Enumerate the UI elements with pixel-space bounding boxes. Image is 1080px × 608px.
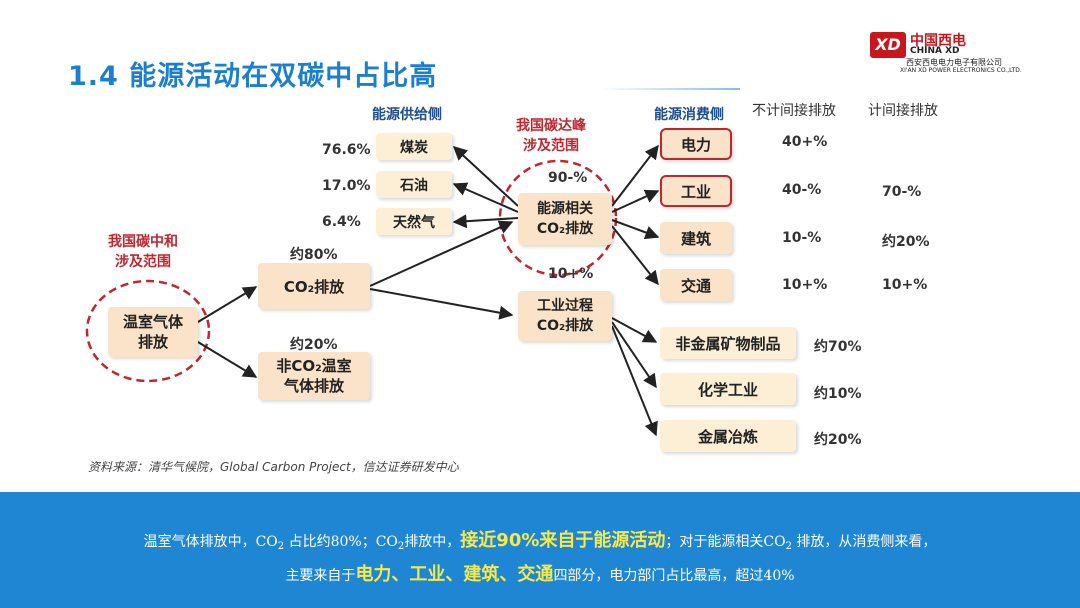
supply-pct-oil: 17.0% — [322, 178, 371, 194]
footer-l2-b: 四部分，电力部门占比最高，超过40% — [553, 568, 795, 584]
footer-line-1: 温室气体排放中，CO2 占比约80%；CO2排放中，接近90%来自于能源活动；对… — [0, 526, 1080, 552]
energy-box: 能源相关 CO₂排放 — [518, 193, 612, 245]
logo-name-cn: 中国西电 — [910, 33, 966, 49]
ghg-box: 温室气体 排放 — [108, 307, 198, 357]
consume-box-power: 电力 — [660, 128, 732, 160]
consume-header: 能源消费侧 — [654, 107, 724, 123]
supply-box-gas: 天然气 — [376, 208, 452, 235]
supply-pct-coal: 76.6% — [322, 142, 371, 158]
logo-mark: XD — [870, 32, 906, 58]
footer-l1-d: ；对于能源相关CO — [665, 534, 786, 550]
company-logo: XD 中国西电 CHINA XD 西安西电电力电子有限公司 XI'AN XD P… — [870, 30, 1040, 76]
peak-scope-label: 我国碳达峰 涉及范围 — [516, 118, 586, 154]
logo-company-cn: 西安西电电力电子有限公司 — [906, 58, 1002, 67]
consume-direct-power: 40+% — [782, 134, 828, 150]
peak-scope-ellipse — [498, 159, 618, 277]
co2-share: 约80% — [290, 247, 338, 263]
consume-box-transport: 交通 — [660, 269, 732, 301]
consume-indirect-transport: 10+% — [882, 277, 928, 293]
supply-header: 能源供给侧 — [372, 107, 442, 123]
footer-l1-sub: 2 — [277, 541, 285, 552]
supply-box-oil: 石油 — [376, 171, 452, 198]
industry-process-box: 工业过程 CO₂排放 — [518, 291, 612, 341]
supply-pct-gas: 6.4% — [322, 214, 361, 230]
col-direct-header: 不计间接排放 — [752, 103, 836, 119]
footer-line-2: 主要来自于电力、工业、建筑、交通四部分，电力部门占比最高，超过40% — [0, 560, 1080, 586]
process-box-nonmetal: 非金属矿物制品 — [660, 327, 796, 359]
process-box-metal: 金属冶炼 — [660, 420, 796, 452]
footer-l1-a: 温室气体排放中，CO — [143, 534, 278, 550]
footer-l1-b: 占比约80%；CO — [284, 534, 398, 550]
col-indirect-header: 计间接排放 — [868, 103, 938, 119]
footer-l1-sub3: 2 — [785, 541, 792, 552]
title-decoration — [600, 88, 740, 90]
process-pct-metal: 约20% — [814, 432, 862, 448]
consume-box-industry: 工业 — [660, 175, 732, 207]
consume-direct-transport: 10+% — [782, 277, 828, 293]
footer-l1-highlight: 接近90%来自于能源活动 — [460, 530, 666, 551]
neutral-scope-ellipse — [85, 279, 211, 383]
nonco2-box: 非CO₂温室 气体排放 — [258, 352, 370, 400]
page-title: 1.4 能源活动在双碳中占比高 — [68, 61, 438, 92]
consume-direct-building: 10-% — [782, 230, 822, 246]
source-note: 资料来源：清华气候院，Global Carbon Project，信达证券研发中… — [88, 460, 459, 474]
consume-box-building: 建筑 — [660, 222, 732, 254]
consume-indirect-industry: 70-% — [882, 184, 922, 200]
neutral-scope-label: 我国碳中和 涉及范围 — [108, 234, 178, 270]
co2-box: CO₂排放 — [258, 263, 370, 309]
process-box-chemical: 化学工业 — [660, 373, 796, 405]
consume-indirect-building: 约20% — [882, 234, 930, 250]
diagram-connectors — [85, 144, 660, 437]
footer-l1-c: 排放中， — [404, 534, 461, 550]
logo-company-en: XI'AN XD POWER ELECTRONICS CO.,LTD. — [900, 67, 1022, 74]
footer-l1-e: 排放，从消费侧来看， — [791, 534, 937, 550]
supply-box-coal: 煤炭 — [376, 133, 452, 160]
footer-l2-highlight: 电力、工业、建筑、交通 — [355, 564, 554, 585]
industry-share: 10+% — [548, 266, 594, 282]
logo-name-en: CHINA XD — [910, 46, 960, 56]
process-pct-nonmetal: 约70% — [814, 339, 862, 355]
process-pct-chemical: 约10% — [814, 386, 862, 402]
consume-direct-industry: 40-% — [782, 182, 822, 198]
energy-share: 90-% — [548, 170, 588, 186]
summary-footer: 温室气体排放中，CO2 占比约80%；CO2排放中，接近90%来自于能源活动；对… — [0, 492, 1080, 608]
footer-l2-a: 主要来自于 — [285, 568, 356, 584]
footer-l1-sub2: 2 — [397, 541, 405, 552]
nonco2-share: 约20% — [290, 337, 338, 353]
